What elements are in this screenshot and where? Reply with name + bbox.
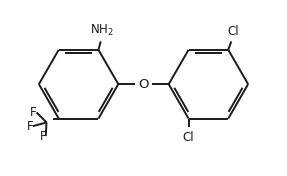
Text: F: F (26, 120, 33, 133)
Text: O: O (138, 78, 149, 91)
Text: F: F (30, 106, 37, 119)
Text: Cl: Cl (183, 131, 194, 144)
Text: Cl: Cl (227, 25, 239, 37)
Text: F: F (39, 130, 46, 143)
Text: NH$_2$: NH$_2$ (90, 23, 114, 37)
